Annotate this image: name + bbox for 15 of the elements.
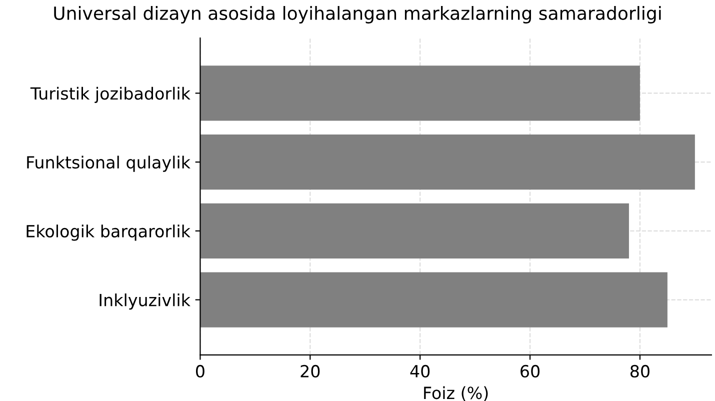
bar <box>200 272 668 328</box>
y-tick-label: Funktsional qulaylik <box>27 156 190 172</box>
y-tick-label: Turistik jozibadorlik <box>30 86 190 103</box>
x-tick-label: 80 <box>630 364 650 378</box>
x-tick-label: 40 <box>410 364 430 378</box>
bar <box>200 203 629 258</box>
bar <box>200 134 695 190</box>
x-axis-title: Foiz (%) <box>424 386 488 401</box>
y-tick-label: Ekologik barqarorlik <box>26 224 190 241</box>
bar <box>200 66 640 121</box>
x-tick-label: 20 <box>300 364 320 378</box>
y-tick-label: Inklyuzivlik <box>100 293 190 310</box>
chart-title: Universal dizayn asosida loyihalangan markazlarning samaradorligi <box>54 6 661 24</box>
x-tick-label: 60 <box>520 364 540 378</box>
x-tick-label: 0 <box>196 364 204 378</box>
